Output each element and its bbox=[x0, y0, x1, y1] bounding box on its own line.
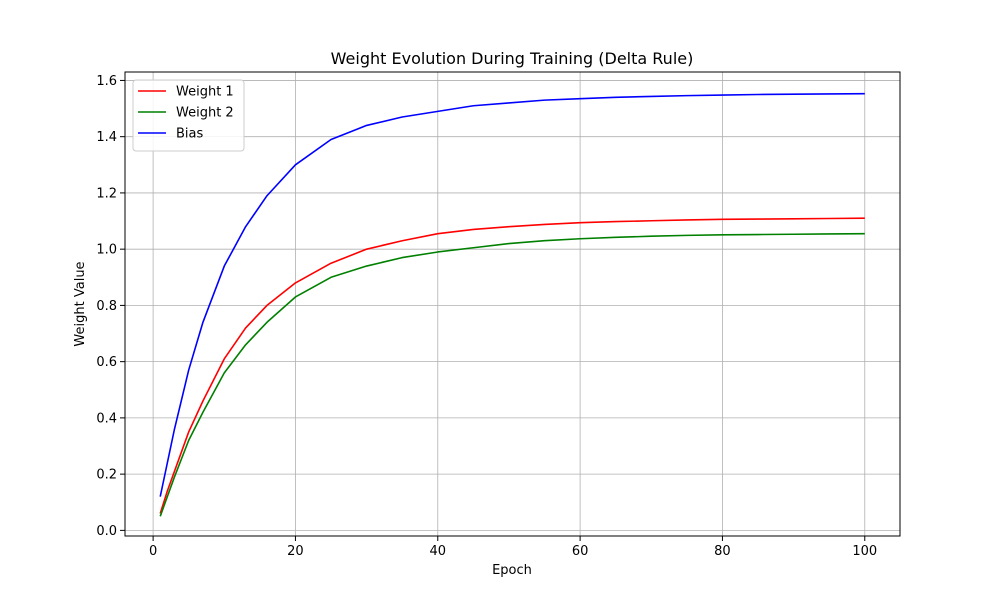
plot-frame bbox=[124, 71, 901, 537]
y-axis-label: Weight Value bbox=[73, 261, 88, 346]
y-tick-label: 1.6 bbox=[96, 74, 117, 89]
y-axis: 0.0 0.2 0.4 0.6 0.8 1.0 1.2 1.4 1.6 bbox=[96, 74, 125, 539]
series-lines bbox=[159, 92, 865, 517]
x-tick-label: 100 bbox=[852, 544, 877, 559]
y-tick-label: 1.0 bbox=[96, 243, 117, 258]
y-tick-label: 0.8 bbox=[96, 299, 117, 314]
series-line-bias bbox=[159, 92, 865, 497]
series-line-weight-2 bbox=[159, 232, 865, 517]
x-tick-label: 80 bbox=[714, 544, 731, 559]
series-line-weight-1 bbox=[159, 217, 865, 514]
x-axis-label: Epoch bbox=[492, 563, 532, 578]
y-tick-label: 0.6 bbox=[96, 355, 117, 370]
y-tick-label: 1.4 bbox=[96, 130, 117, 145]
x-axis: 0 20 40 60 80 100 bbox=[149, 536, 877, 559]
legend-label: Weight 2 bbox=[176, 106, 234, 121]
y-tick-label: 0.0 bbox=[96, 524, 117, 539]
x-tick-label: 20 bbox=[287, 544, 304, 559]
x-tick-label: 0 bbox=[149, 544, 157, 559]
y-tick-label: 0.2 bbox=[96, 468, 117, 483]
grid-lines bbox=[125, 72, 900, 536]
legend-label: Bias bbox=[176, 127, 203, 142]
y-tick-label: 1.2 bbox=[96, 186, 117, 201]
legend-label: Weight 1 bbox=[176, 85, 234, 100]
x-tick-label: 40 bbox=[430, 544, 447, 559]
x-tick-label: 60 bbox=[572, 544, 589, 559]
chart-title: Weight Evolution During Training (Delta … bbox=[331, 49, 694, 68]
y-tick-label: 0.4 bbox=[96, 411, 117, 426]
legend: Weight 1 Weight 2 Bias bbox=[132, 79, 245, 152]
